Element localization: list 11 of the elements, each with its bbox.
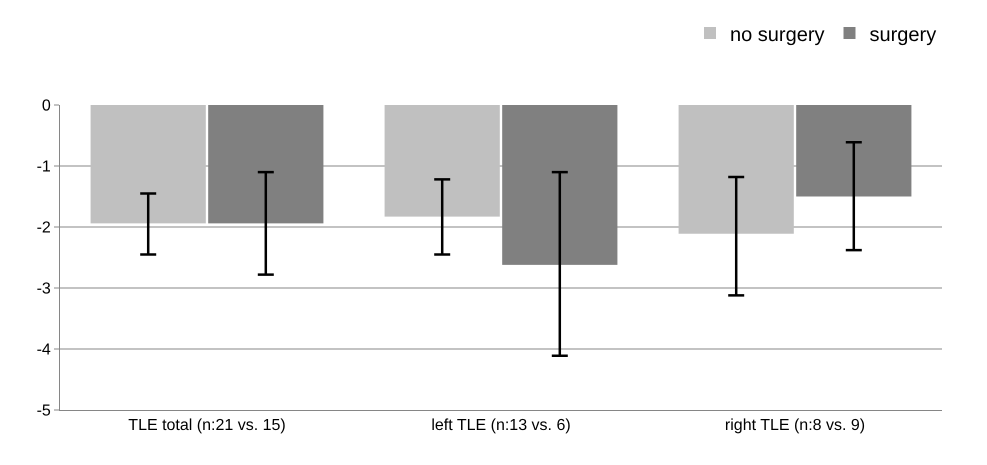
y-tick-label: -3 bbox=[36, 280, 51, 298]
y-tick-label: -2 bbox=[36, 220, 51, 237]
y-tick-label: -4 bbox=[36, 342, 51, 359]
y-tick-label: -1 bbox=[36, 158, 51, 176]
y-tick-label: 0 bbox=[42, 98, 51, 115]
x-tick-label: TLE total (n:21 vs. 15) bbox=[128, 417, 286, 434]
legend-label: no surgery bbox=[730, 24, 824, 46]
legend-label: surgery bbox=[870, 24, 936, 46]
x-tick-label: left TLE (n:13 vs. 6) bbox=[431, 417, 571, 434]
x-tick-label: right TLE (n:8 vs. 9) bbox=[724, 417, 866, 434]
y-tick-label: -5 bbox=[36, 402, 51, 420]
